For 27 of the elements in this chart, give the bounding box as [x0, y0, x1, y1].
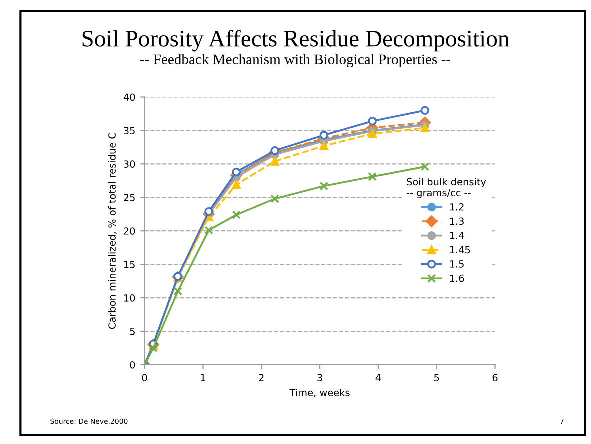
y-tick-label: 30 [124, 160, 136, 168]
x-tick-label: 2 [259, 374, 264, 382]
y-tick-label: 15 [124, 261, 135, 268]
x-axis-title: Time, weeks [290, 388, 350, 398]
legend-label: 1.3 [450, 218, 464, 226]
legend-label: 1.2 [450, 203, 464, 211]
chart-title: Soil Porosity Affects Residue Decomposition [82, 30, 510, 52]
chart-subtitle: -- Feedback Mechanism with Biological Properties -- [140, 54, 450, 68]
x-tick-label: 0 [142, 374, 148, 382]
legend-title: Soil bulk density -- grams/cc -- [406, 178, 486, 198]
x-tick-label: 3 [318, 374, 322, 382]
x-tick-label: 5 [434, 374, 440, 382]
y-tick-label: 20 [124, 228, 136, 235]
y-tick-label: 0 [130, 361, 136, 369]
legend-label: 1.45 [450, 246, 470, 254]
y-tick-label: 25 [124, 194, 135, 202]
x-tick-label: 6 [492, 374, 498, 382]
y-tick-label: 5 [130, 328, 135, 336]
legend-label: 1.6 [450, 274, 464, 282]
legend-label: 1.4 [450, 232, 464, 240]
y-axis-title: Carbon mineralized, % of total residue C [108, 133, 117, 330]
x-tick-label: 4 [376, 374, 381, 382]
x-tick-label: 1 [201, 374, 206, 382]
legend-label: 1.5 [450, 260, 464, 268]
y-tick-label: 40 [124, 94, 136, 102]
y-tick-label: 35 [124, 127, 135, 135]
y-tick-label: 10 [124, 294, 136, 302]
